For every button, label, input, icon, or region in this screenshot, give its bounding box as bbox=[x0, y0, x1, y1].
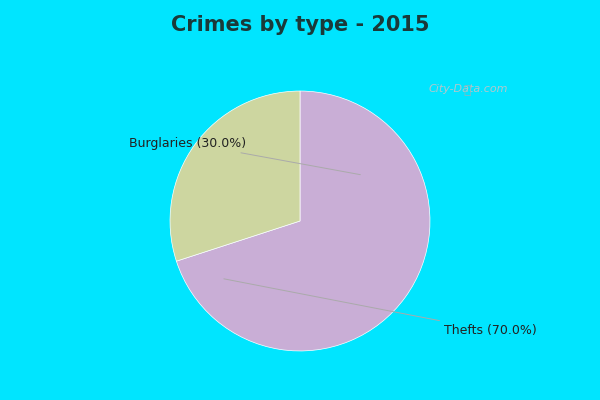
Text: ⓘ: ⓘ bbox=[463, 84, 471, 97]
Wedge shape bbox=[170, 91, 300, 261]
Wedge shape bbox=[176, 91, 430, 351]
Text: Thefts (70.0%): Thefts (70.0%) bbox=[224, 279, 536, 337]
Text: City-Data.com: City-Data.com bbox=[428, 84, 508, 94]
Text: Crimes by type - 2015: Crimes by type - 2015 bbox=[171, 15, 429, 35]
Text: Burglaries (30.0%): Burglaries (30.0%) bbox=[129, 136, 361, 175]
